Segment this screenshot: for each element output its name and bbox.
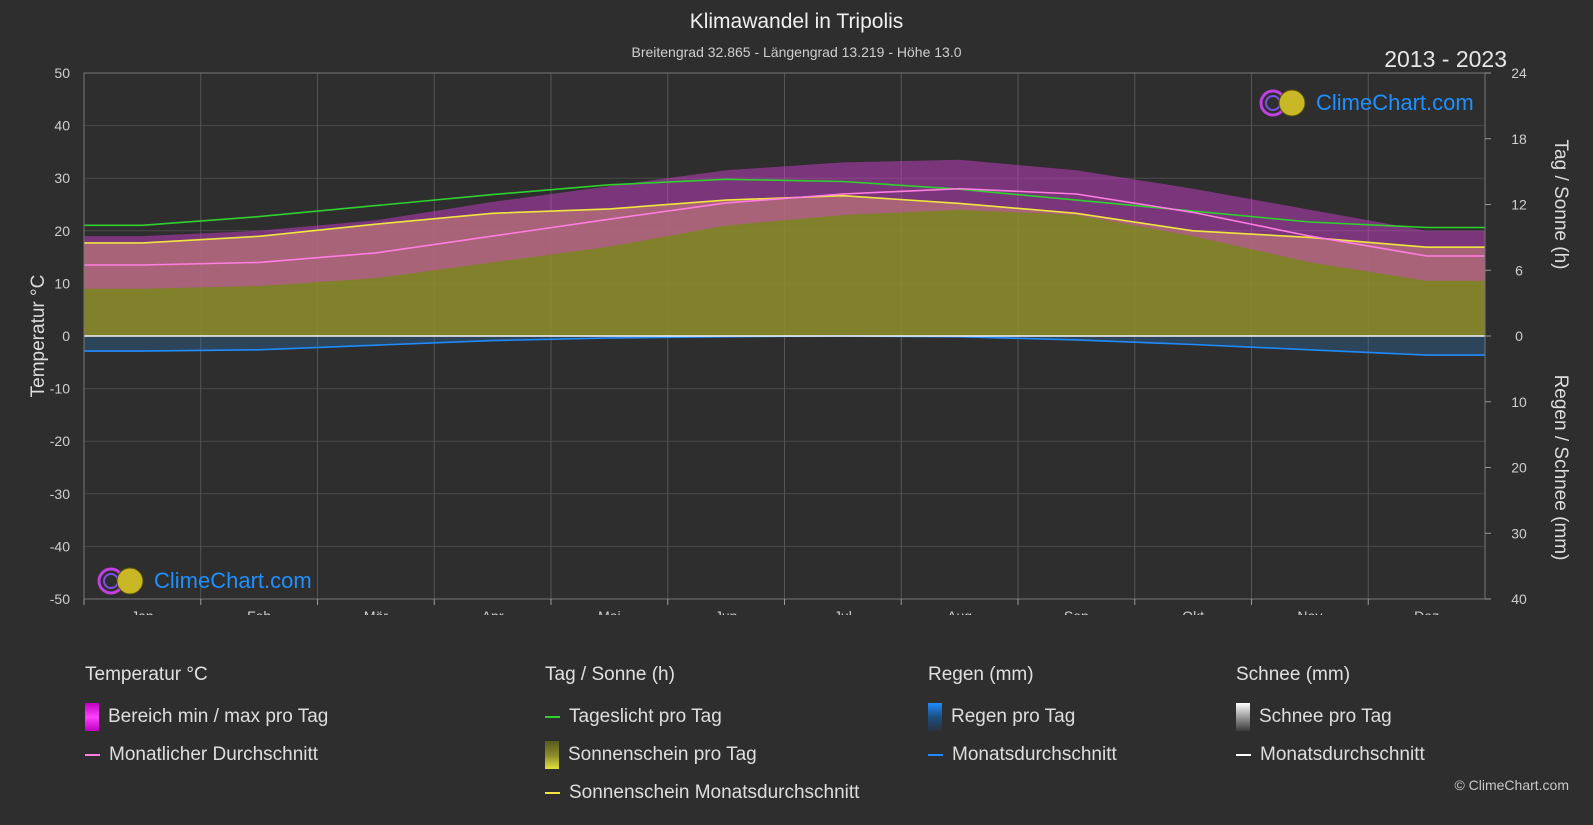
x-tick-label: Okt <box>1182 608 1204 615</box>
legend-label: Tageslicht pro Tag <box>569 706 722 727</box>
logo-text: ClimeChart.com <box>1316 90 1474 115</box>
legend-label: Sonnenschein pro Tag <box>568 744 757 765</box>
legend-item-snow-day: Schnee pro Tag <box>1236 698 1425 736</box>
legend-rain-title: Regen (mm) <box>928 664 1034 685</box>
logo-bottom[interactable]: ClimeChart.com <box>96 566 312 596</box>
legend-label: Monatlicher Durchschnitt <box>109 744 319 765</box>
y-axis-title-right-top: Tag / Sonne (h) <box>1550 140 1571 270</box>
x-tick-label: Sep <box>1064 608 1089 615</box>
legend-rain: Regen (mm) Regen pro Tag Monatsdurchschn… <box>928 664 1117 774</box>
y-tick-left: -20 <box>50 433 70 449</box>
temp-range-swatch <box>85 703 99 731</box>
y-tick-right-top: 6 <box>1515 262 1523 278</box>
y-tick-right-top: 12 <box>1511 197 1527 213</box>
legend-sun-title: Tag / Sonne (h) <box>545 664 675 685</box>
legend-label: Sonnenschein Monatsdurchschnitt <box>569 782 860 803</box>
x-tick-label: Jan <box>131 608 154 615</box>
x-tick-label: Nov <box>1297 608 1322 615</box>
daylight-swatch <box>545 716 560 718</box>
legend-item-rain-avg: Monatsdurchschnitt <box>928 736 1117 774</box>
y-tick-left: 40 <box>54 118 70 134</box>
snow-avg-swatch <box>1236 754 1251 756</box>
daylight-line <box>84 178 1485 229</box>
copyright: © ClimeChart.com <box>1454 777 1569 793</box>
sunshine-area <box>84 195 1485 336</box>
legend-label: Monatsdurchschnitt <box>952 744 1117 765</box>
rain-swatch <box>928 703 942 731</box>
x-tick-label: Feb <box>247 608 271 615</box>
legend-item-temp-range: Bereich min / max pro Tag <box>85 698 328 736</box>
rain-fill <box>84 336 1485 356</box>
y-tick-left: 10 <box>54 275 70 291</box>
x-tick-label: Jul <box>834 608 852 615</box>
legend-item-daylight: Tageslicht pro Tag <box>545 698 859 736</box>
x-tick-label: Mai <box>598 608 621 615</box>
x-tick-label: Jun <box>715 608 738 615</box>
legend-label: Monatsdurchschnitt <box>1260 744 1425 765</box>
legend-snow: Schnee (mm) Schnee pro Tag Monatsdurchsc… <box>1236 664 1425 774</box>
logo-top[interactable]: ClimeChart.com <box>1258 88 1474 118</box>
y-tick-right-top: 24 <box>1511 65 1527 81</box>
logo-icon <box>97 567 144 595</box>
y-tick-right-bottom: 10 <box>1511 394 1527 410</box>
climate-chart: 50 40 30 20 10 0 -10 -20 -30 -40 -50 24 18 12 6 0 10 20 30… <box>28 65 1571 615</box>
y-tick-left: -40 <box>50 538 70 554</box>
y-tick-left: -50 <box>50 591 70 607</box>
y-tick-right-bottom: 30 <box>1511 525 1527 541</box>
chart-title: Klimawandel in Tripolis <box>689 10 904 33</box>
snow-swatch <box>1236 703 1250 731</box>
y-tick-left: -10 <box>50 381 70 397</box>
legend-item-temp-avg: Monatlicher Durchschnitt <box>85 736 328 774</box>
logo-text: ClimeChart.com <box>154 568 312 593</box>
temperature-range-band <box>84 159 1485 289</box>
y-tick-left: 50 <box>54 65 70 81</box>
chart-subtitle: Breitengrad 32.865 - Längengrad 13.219 -… <box>631 44 962 60</box>
y-axis-title-right-bottom: Regen / Schnee (mm) <box>1550 375 1571 561</box>
legend-temperature: Temperatur °C Bereich min / max pro Tag … <box>85 664 328 774</box>
legend-label: Bereich min / max pro Tag <box>108 706 329 727</box>
temperature-avg-line <box>84 187 1485 266</box>
legend-item-sunshine-avg: Sonnenschein Monatsdurchschnitt <box>545 774 859 812</box>
y-axis-title-left: Temperatur °C <box>28 275 49 398</box>
y-tick-left: 30 <box>54 170 70 186</box>
sunshine-avg-swatch <box>545 792 560 794</box>
y-tick-left: 20 <box>54 223 70 239</box>
y-tick-right-top: 18 <box>1511 131 1527 147</box>
x-tick-label: Apr <box>482 608 504 615</box>
rain-area <box>84 336 1485 356</box>
legend-snow-title: Schnee (mm) <box>1236 664 1351 685</box>
legend-label: Regen pro Tag <box>951 706 1076 727</box>
legend-item-rain-day: Regen pro Tag <box>928 698 1117 736</box>
x-tick-label: Mär <box>364 608 388 615</box>
rain-avg-swatch <box>928 754 943 756</box>
y-tick-right-bottom: 20 <box>1511 460 1527 476</box>
year-range: 2013 - 2023 <box>1384 46 1507 72</box>
temperature-range-fill <box>84 159 1485 289</box>
y-tick-left: 0 <box>62 328 70 344</box>
y-tick-right-top: 0 <box>1515 328 1523 344</box>
x-tick-label: Dez <box>1414 608 1439 615</box>
legend-item-snow-avg: Monatsdurchschnitt <box>1236 736 1425 774</box>
legend-temperature-title: Temperatur °C <box>85 664 208 685</box>
legend-label: Schnee pro Tag <box>1259 706 1392 727</box>
y-tick-right-bottom: 40 <box>1511 591 1527 607</box>
legend-item-sunshine: Sonnenschein pro Tag <box>545 736 859 774</box>
x-tick-label: Aug <box>947 608 972 615</box>
legend-sun: Tag / Sonne (h) Tageslicht pro Tag Sonne… <box>545 664 859 812</box>
y-tick-left: -30 <box>50 486 70 502</box>
chart-axes: 50 40 30 20 10 0 -10 -20 -30 -40 -50 24 18 12 6 0 10 20 30… <box>28 65 1571 615</box>
temp-avg-swatch <box>85 754 100 756</box>
logo-icon <box>1259 89 1306 117</box>
sunshine-swatch <box>545 741 559 769</box>
sunshine-fill <box>84 195 1485 336</box>
